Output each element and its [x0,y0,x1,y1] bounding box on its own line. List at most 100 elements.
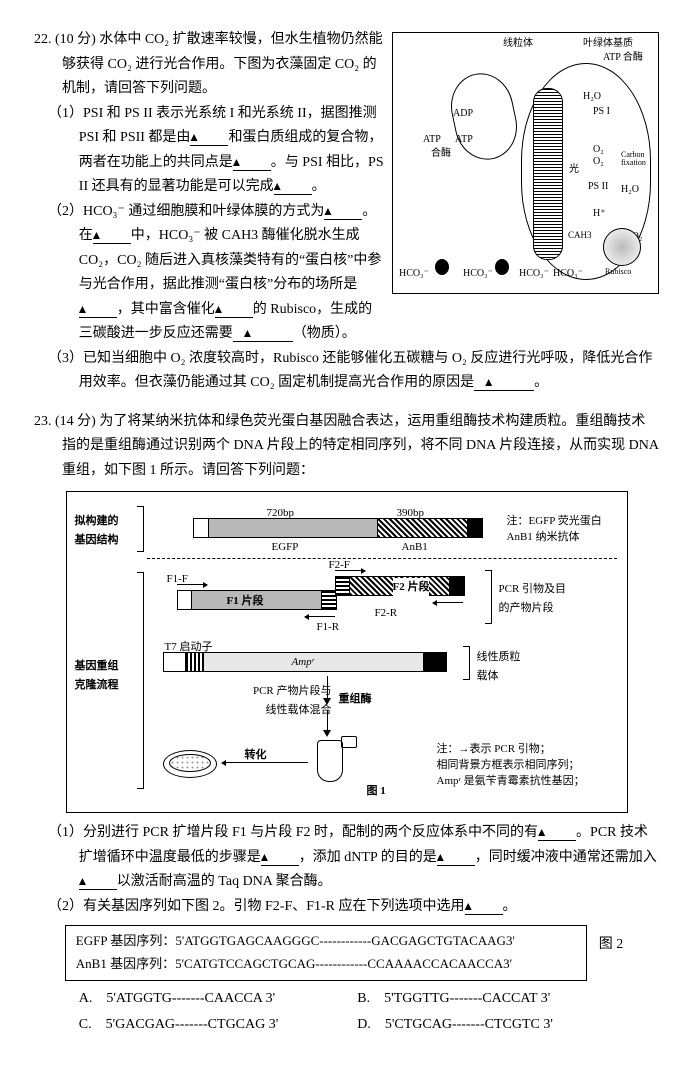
label-f2seg: F2 片段 [393,578,430,597]
question-22: 线粒体 叶绿体基质 ATP 合酶 ADP ATP ATP 合酶 PS I PS … [34,28,659,396]
label-psii: PS II [588,178,608,196]
label-hemei: 合酶 [431,145,451,163]
blank[interactable] [274,180,312,195]
label-block1: 拟构建的 基因结构 [75,512,135,551]
blank[interactable] [465,900,503,915]
q23-p1-t1: 分别进行 PCR 扩增片段 F1 与片段 F2 时，配制的两个反应体系中不同的有 [83,825,538,840]
label-h2o: H₂O [621,181,639,199]
question-23: 23. (14 分) 为了将某纳米抗体和绿色荧光蛋白基因融合表达，运用重组酶技术… [34,410,659,1040]
label-atphc: ATP 合酶 [603,49,643,67]
label-f2f: F2-F [329,556,350,575]
primer-f2r [433,602,463,603]
brace [137,572,144,789]
label-h2o-top: H₂O [583,88,601,106]
label-note5: Ampʳ 是氨苄青霉素抗性基因； [437,772,585,791]
transporter [495,259,509,275]
q22-p2-t4: ，其中富含催化 [117,302,215,317]
sequence-box: EGFP 基因序列：5'ATGGTGAGCAAGGGC------------G… [65,925,587,981]
option-d[interactable]: D. 5'CTGCAG-------CTCGTC 3' [357,1013,635,1038]
q23-p1-num: （1） [48,825,83,840]
label-720: 720bp [267,504,295,523]
label-atp: ATP [455,131,473,149]
q23-options: A. 5'ATGGTG-------CAACCA 3' B. 5'TGGTTG-… [79,987,659,1040]
blank[interactable] [474,376,534,391]
blank[interactable] [233,327,293,342]
label-tu1: 图 1 [367,782,386,801]
label-hplus: H⁺ [593,205,606,223]
seq2: 5'CATGTCCAGCTGCAG------------CCAAAACCACA… [175,956,512,971]
blank[interactable] [233,156,271,171]
label-carbon: Carbon fixation [621,151,655,167]
seq1: 5'ATGGTGAGCAAGGGC------------GACGAGCTGTA… [175,933,514,948]
blank[interactable] [190,131,228,146]
blank[interactable] [79,303,117,318]
q22-part3: （3）已知当细胞中 O₂ 浓度较高时，Rubisco 还能够催化五碳糖与 O₂ … [48,347,659,396]
seg-vec-r [423,652,447,672]
label-mix: PCR 产物片段与 线性载体混合 [242,682,332,721]
blank[interactable] [324,205,362,220]
label-hco3-3: HCO₃⁻ [519,265,549,283]
q22-p2-num: （2） [48,204,83,219]
q22-points: (10 分) [55,32,96,47]
label-f1r: F1-R [317,618,340,637]
q23-p2-t1: 有关基因序列如下图 2。引物 F2-F、F1-R 应在下列选项中选用 [83,899,465,914]
thylakoid [533,88,563,260]
option-b[interactable]: B. 5'TGGTTG-------CACCAT 3' [357,987,635,1012]
q23-stem: 23. (14 分) 为了将某纳米抗体和绿色荧光蛋白基因融合表达，运用重组酶技术… [62,410,659,484]
transporter [435,259,449,275]
seg-right-homology [467,518,483,538]
label-psi: PS I [593,103,610,121]
q23-number: 23. [34,414,52,429]
label-t7: T7 启动子 [165,638,213,657]
q22-number: 22. [34,32,52,47]
label-light: 光 [569,161,579,179]
plate-inner [169,754,211,772]
label-amp: Ampʳ [292,653,315,672]
label-block2: 基因重组 克隆流程 [75,657,135,696]
arrow-down2 [327,710,328,732]
option-a[interactable]: A. 5'ATGGTG-------CAACCA 3' [79,987,357,1012]
divider [147,558,617,559]
label-enz: 重组酶 [339,690,372,709]
label-anb1: AnB1 [402,538,428,557]
primer-f1r [305,616,335,617]
q23-p1-t4: ，同时缓冲液中通常还需加入 [475,850,657,865]
q23-p1-t3: ，添加 dNTP 的目的是 [299,850,437,865]
blank[interactable] [538,826,576,841]
label-linvec: 线性质粒 载体 [477,648,547,687]
label-xianliti: 线粒体 [503,35,533,53]
label-rubisco: Rubisco [605,265,631,279]
option-c[interactable]: C. 5'GACGAG-------CTGCAG 3' [79,1013,357,1038]
q22-p1-num: （1） [48,106,83,121]
q23-figure1: 拟构建的 基因结构 基因重组 克隆流程 720bp 390bp EGFP AnB… [66,491,628,813]
label-tu2: 图 2 [599,933,624,958]
q22-p3-t2: 。 [534,375,548,390]
blank[interactable] [261,851,299,866]
q23-p1-t5: 以激活耐高温的 Taq DNA 聚合酶。 [117,874,332,889]
label-egfp: EGFP [272,538,299,557]
blank[interactable] [437,851,475,866]
brace [137,506,144,552]
seqhead2: AnB1 基因序列： [76,956,175,971]
arrowhead [323,730,331,737]
q23-p2-num: （2） [48,899,83,914]
q22-p3-num: （3） [48,351,83,366]
brace [463,646,470,680]
blank[interactable] [215,303,253,318]
blank[interactable] [79,875,117,890]
label-390: 390bp [397,504,425,523]
label-trans: 转化 [245,746,267,765]
q23-points: (14 分) [55,414,96,429]
seq-row1: EGFP 基因序列：5'ATGGTGAGCAAGGGC------------G… [76,930,576,953]
blank[interactable] [93,229,131,244]
label-f1f: F1-F [167,570,188,589]
seq-row2: AnB1 基因序列：5'CATGTCCAGCTGCAG------------C… [76,953,576,976]
label-adp: ADP [453,105,473,123]
q22-p2-t6: （物质）。 [293,326,356,341]
q22-stem-text: 水体中 CO₂ 扩散速率较慢，但水生植物仍然能够获得 CO₂ 进行光合作用。下图… [62,32,383,96]
label-hco3-1: HCO₃⁻ [399,265,429,283]
q22-p1-t4: 。 [312,179,326,194]
q22-figure: 线粒体 叶绿体基质 ATP 合酶 ADP ATP ATP 合酶 PS I PS … [392,32,659,294]
label-f1seg: F1 片段 [227,592,264,611]
label-hco3-2: HCO₃⁻ [463,265,493,283]
